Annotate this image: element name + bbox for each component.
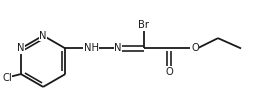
Text: N: N (39, 31, 47, 41)
Text: O: O (165, 67, 173, 76)
Text: O: O (191, 43, 199, 53)
Text: N: N (17, 43, 25, 53)
Text: Br: Br (138, 20, 149, 30)
Text: N: N (114, 43, 122, 53)
Text: NH: NH (83, 43, 99, 53)
Text: Cl: Cl (2, 73, 12, 83)
